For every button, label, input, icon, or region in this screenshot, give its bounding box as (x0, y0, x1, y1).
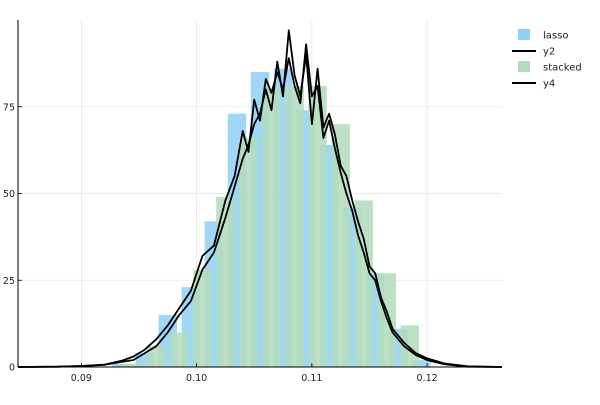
legend: lasso y2 stacked y4 (512, 29, 582, 90)
legend-label: y2 (543, 47, 555, 58)
bar-stacked (216, 196, 235, 367)
legend-label: y4 (543, 79, 555, 90)
bar-stacked (285, 85, 304, 368)
legend-item-y2: y2 (512, 47, 555, 58)
tick-labels: 0.09 0.10 0.11 0.12 0 25 50 75 (3, 102, 438, 384)
legend-item-lasso: lasso (518, 29, 568, 42)
x-tick-label: 0.09 (71, 373, 92, 384)
x-tick-label: 0.12 (417, 373, 438, 384)
bar-stacked (354, 200, 373, 367)
axes (17, 20, 502, 368)
legend-swatch (518, 29, 530, 40)
bar-stacked (147, 346, 166, 367)
legend-swatch (518, 61, 530, 72)
bars-layer (112, 68, 431, 368)
x-tick-label: 0.10 (186, 373, 207, 384)
bar-stacked (170, 332, 189, 367)
bar-stacked (331, 124, 350, 367)
bar-stacked (400, 325, 420, 367)
density-lines (17, 29, 503, 368)
bar-stacked (239, 137, 258, 367)
legend-label: lasso (543, 31, 568, 42)
bar-lasso (412, 360, 431, 367)
bar-stacked (193, 269, 212, 367)
bar-stacked (124, 363, 143, 367)
line-y4 (17, 43, 503, 368)
bar-stacked (308, 85, 327, 368)
legend-item-stacked: stacked (518, 61, 582, 74)
bar-lasso (112, 363, 131, 367)
x-tick-label: 0.11 (301, 373, 322, 384)
y-tick-label: 75 (3, 102, 15, 113)
y-tick-label: 50 (3, 189, 15, 200)
bar-stacked (262, 89, 281, 368)
y-tick-label: 25 (3, 276, 15, 287)
y-tick-label: 0 (9, 363, 15, 374)
line-y2 (17, 29, 503, 368)
legend-item-y4: y4 (512, 79, 555, 90)
legend-label: stacked (543, 63, 582, 74)
